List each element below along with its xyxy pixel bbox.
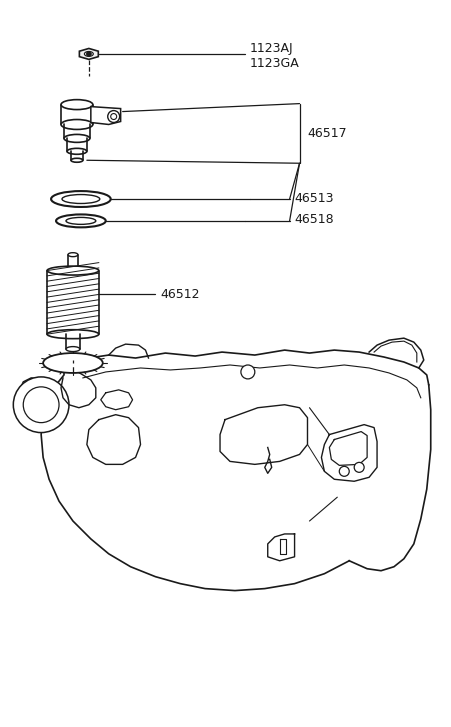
Text: 46517: 46517: [308, 127, 347, 140]
Polygon shape: [79, 49, 98, 60]
Circle shape: [23, 387, 59, 422]
Circle shape: [241, 365, 255, 379]
Ellipse shape: [51, 191, 110, 207]
Ellipse shape: [56, 214, 106, 228]
Circle shape: [339, 466, 349, 476]
Ellipse shape: [68, 253, 78, 257]
Ellipse shape: [62, 195, 100, 204]
Ellipse shape: [61, 119, 93, 129]
Text: 1123AJ: 1123AJ: [250, 42, 294, 55]
Circle shape: [354, 462, 364, 473]
Text: 46512: 46512: [161, 288, 200, 301]
Ellipse shape: [68, 268, 78, 273]
Circle shape: [14, 377, 69, 433]
Ellipse shape: [66, 347, 80, 352]
Ellipse shape: [84, 52, 93, 57]
Ellipse shape: [61, 100, 93, 110]
Ellipse shape: [47, 266, 99, 275]
Text: 46518: 46518: [295, 214, 334, 226]
Text: 1123GA: 1123GA: [250, 57, 299, 71]
Ellipse shape: [67, 148, 87, 154]
Polygon shape: [91, 107, 121, 124]
Ellipse shape: [66, 217, 96, 225]
Ellipse shape: [47, 330, 99, 339]
Ellipse shape: [43, 353, 103, 373]
Circle shape: [108, 111, 120, 122]
Text: 46513: 46513: [295, 191, 334, 204]
Circle shape: [86, 52, 92, 57]
Ellipse shape: [64, 134, 90, 142]
Ellipse shape: [71, 158, 83, 162]
